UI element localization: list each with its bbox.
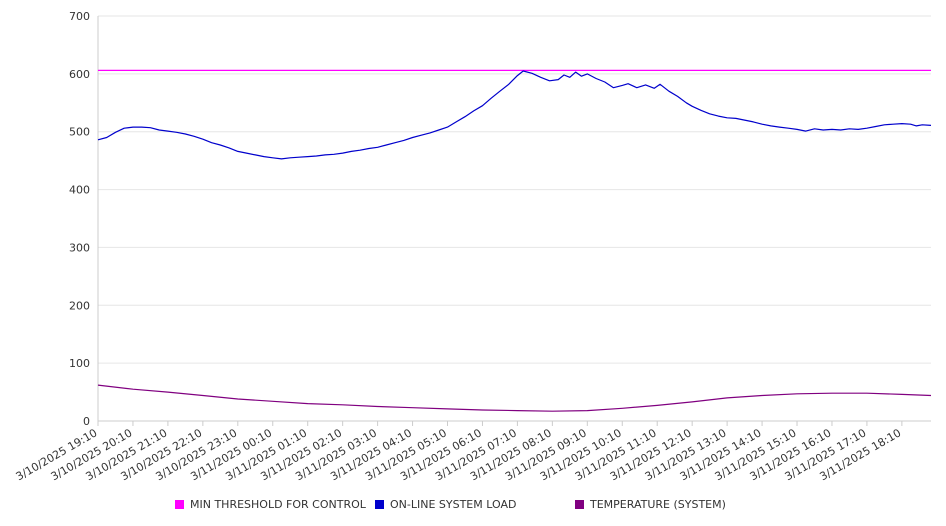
y-tick-label: 600 (69, 68, 90, 81)
legend-item-threshold[interactable]: MIN THRESHOLD FOR CONTROL (175, 498, 366, 511)
legend: MIN THRESHOLD FOR CONTROL ON-LINE SYSTEM… (0, 498, 946, 514)
y-tick-label: 200 (69, 299, 90, 312)
series-layer (97, 69, 932, 412)
y-tick-label: 700 (69, 10, 90, 23)
legend-item-load[interactable]: ON-LINE SYSTEM LOAD (375, 498, 516, 511)
legend-swatch-temperature (575, 500, 584, 509)
legend-label-threshold: MIN THRESHOLD FOR CONTROL (190, 498, 366, 511)
legend-label-load: ON-LINE SYSTEM LOAD (390, 498, 517, 511)
y-tick-label: 100 (69, 357, 90, 370)
grid-layer (98, 15, 931, 364)
axis-layer (97, 16, 931, 426)
y-tick-label: 0 (83, 415, 90, 428)
series-line-temperature-system[interactable] (97, 384, 932, 412)
legend-item-temperature[interactable]: TEMPERATURE (SYSTEM) (575, 498, 726, 511)
series-line-on-line-system-load[interactable] (97, 70, 932, 160)
y-tick-label: 300 (69, 241, 90, 254)
legend-label-temperature: TEMPERATURE (SYSTEM) (590, 498, 726, 511)
y-tick-label: 500 (69, 126, 90, 139)
y-tick-label: 400 (69, 184, 90, 197)
legend-swatch-load (375, 500, 384, 509)
legend-swatch-threshold (175, 500, 184, 509)
